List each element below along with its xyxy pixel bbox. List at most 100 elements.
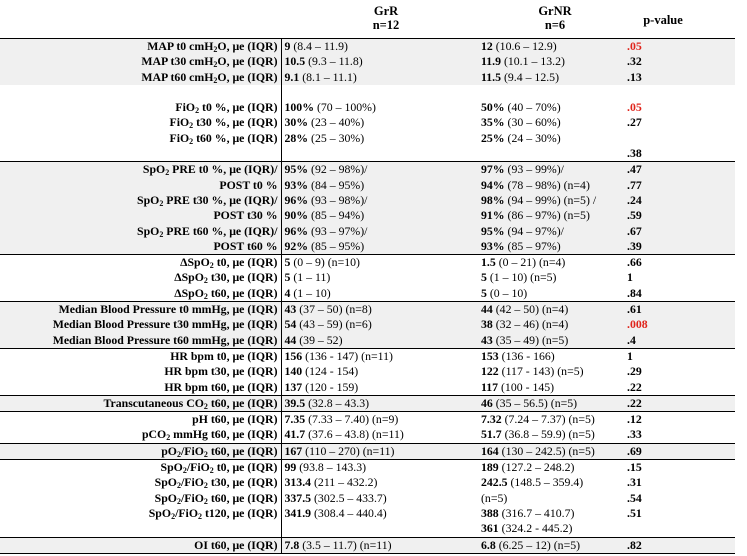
grnr-value-range: (100 - 145) — [498, 379, 555, 394]
grnr-value: 94% (78 – 98%) (n=4) — [478, 177, 621, 193]
p-value: .66 — [621, 254, 735, 271]
grnr-value: 25% (24 – 30%) — [478, 131, 621, 146]
grr-value: 90% (85 – 94%) — [281, 208, 478, 224]
grnr-value-median: 117 — [481, 379, 499, 394]
row-label: HR bpm t60, μe (IQR) — [0, 379, 282, 396]
grr-value-median: 7.35 — [284, 412, 306, 427]
grnr-value: 95% (94 – 97%)/ — [478, 223, 621, 239]
grnr-value-median: 11.5 — [481, 69, 501, 84]
grr-value-range: (84 – 95%) — [308, 177, 365, 192]
table-row: SpO2 PRE t60 %, μe (IQR)/96% (93 – 97%)/… — [0, 223, 735, 239]
grnr-value-median: 122 — [481, 364, 499, 379]
grr-value: 96% (93 – 97%)/ — [281, 223, 478, 239]
grr-value: 96% (93 – 98%)/ — [281, 192, 478, 209]
grr-value-median: 93% — [284, 177, 309, 192]
grnr-value-median: 164 — [481, 443, 499, 458]
grr-value-median: 9.1 — [284, 69, 300, 84]
grr-value: 100% (70 – 100%) — [281, 100, 478, 115]
table-row: SpO2/FiO2 t30, μe (IQR) 313.4 (211 – 432.… — [0, 475, 735, 491]
grr-value-range: (110 – 270) (n=11) — [302, 443, 395, 458]
table-row: FiO2 t0 %, μe (IQR) 100% (70 – 100%) 50% (… — [0, 100, 735, 116]
grnr-value-range: (40 – 70%) — [504, 100, 561, 115]
grnr-value-median: 153 — [481, 348, 499, 363]
table-row — [0, 84, 735, 101]
grr-value-range: (136 - 147) (n=11) — [302, 348, 393, 363]
row-label: FiO2 t0 %, μe (IQR) — [0, 100, 282, 116]
grnr-value-range: (9.4 – 12.5) — [501, 69, 559, 84]
grnr-value: 43 (35 – 49) (n=5) — [478, 332, 621, 349]
grr-value-median: 313.4 — [284, 475, 312, 490]
grnr-value-median: 5 — [481, 270, 487, 285]
table-row: FiO2 t30 %, μe (IQR) 30% (23 – 40%) 35% (3… — [0, 115, 735, 131]
grr-value-range: (7.33 – 7.40) (n=9) — [305, 412, 399, 427]
grr-value — [281, 85, 478, 100]
p-value: .39 — [621, 238, 735, 255]
p-value: .05 — [621, 38, 735, 55]
p-value: .29 — [627, 364, 642, 379]
grnr-value: 6.8 (6.25 – 12) (n=5) — [478, 536, 621, 554]
table-row: Median Blood Pressure t60 mmHg, μe (IQR)… — [0, 332, 735, 349]
grnr-value-median: 388 — [481, 505, 499, 520]
grnr-value: (n=5) — [478, 491, 621, 506]
grnr-value-range: (136 - 166) — [498, 348, 555, 363]
results-table: MAP t0 cmH2O, μe (IQR) 9 (8.4 – 11.9) 12 (… — [0, 38, 735, 554]
grnr-value-median: 242.5 — [481, 475, 508, 490]
p-value: .22 — [627, 379, 642, 394]
grr-value-range: (0 – 9) (n=10) — [290, 255, 360, 270]
grnr-value: 7.32 (7.24 – 7.37) (n=5) — [478, 411, 621, 428]
grr-value: 28% (25 – 30%) — [281, 131, 478, 146]
row-label: FiO2 t30 %, μe (IQR) — [0, 115, 282, 131]
grnr-value-median: 5 — [481, 285, 487, 300]
grr-value-range: (32.8 – 43.3) — [305, 395, 370, 410]
row-label: ΔSpO2 t60, μe (IQR) — [0, 285, 282, 302]
p-value: .69 — [621, 442, 735, 460]
grr-value-range: (93 – 98%)/ — [308, 192, 368, 207]
grr-value-median: 167 — [284, 443, 303, 458]
grr-value-range: (308.4 – 440.4) — [311, 505, 387, 520]
grnr-value-range: (324.2 - 445.2) — [498, 521, 573, 536]
grr-value-median: 92% — [284, 238, 309, 253]
row-label: OI t60, μe (IQR) — [0, 536, 282, 554]
table-row: POST t60 % 92% (85 – 95%) 93% (85 – 97%) .3… — [0, 238, 735, 255]
grnr-value-median: 93% — [481, 238, 505, 253]
grr-value-median: 137 — [284, 379, 303, 394]
p-value: .4 — [621, 332, 735, 349]
grr-value-range: (43 – 59) (n=6) — [296, 317, 372, 332]
grnr-value-median: 46 — [481, 395, 493, 410]
p-value: .84 — [627, 285, 642, 300]
row-label: POST t0 % — [0, 177, 282, 193]
grr-value-range: (3.5 – 11.7) (n=11) — [299, 537, 392, 552]
grr-value-median: 96% — [284, 223, 309, 238]
table-row: ΔSpO2 t30, μe (IQR) 5 (1 – 11) 5 (1 – 10) … — [0, 270, 735, 286]
pvalue-header: p-value — [643, 13, 683, 27]
grr-value: 9 (8.4 – 11.9) — [281, 38, 478, 55]
row-label: SpO2/FiO2 t30, μe (IQR) — [0, 475, 282, 491]
table-row: Transcutaneous CO2 t60, μe (IQR) 39.5 (32… — [0, 394, 735, 412]
grr-value: 167 (110 – 270) (n=11) — [281, 442, 478, 460]
grr-value: 156 (136 - 147) (n=11) — [281, 347, 478, 365]
table-row: HR bpm t0, μe (IQR) 156 (136 - 147) (n=11… — [0, 347, 735, 365]
grnr-value: 11.5 (9.4 – 12.5) — [478, 69, 621, 85]
grnr-value-range: (117 - 143) (n=5) — [498, 364, 584, 379]
grnr-label: GrNR — [538, 4, 572, 18]
row-label: MAP t30 cmH2O, μe (IQR) — [0, 54, 282, 70]
grnr-value-median: 361 — [481, 521, 499, 536]
grr-value-median: 9 — [284, 39, 291, 53]
p-value: .54 — [627, 490, 642, 505]
grr-value-range: (302.5 – 433.7) — [311, 490, 387, 505]
grr-value: 39.5 (32.8 – 43.3) — [281, 394, 478, 412]
table-row: SpO2/FiO2 t0, μe (IQR) 99 (93.8 – 143.3) 1… — [0, 459, 735, 476]
row-label: SpO2/FiO2 t0, μe (IQR) — [0, 459, 282, 476]
grnr-value: 5 (0 – 10) — [478, 286, 621, 302]
row-label: POST t30 % — [0, 208, 282, 224]
grnr-value: 91% (86 – 97%) (n=5) — [478, 208, 621, 224]
grr-value: 7.8 (3.5 – 11.7) (n=11) — [281, 536, 478, 554]
grnr-value-median: 97% — [481, 162, 505, 177]
p-value: .33 — [627, 427, 642, 442]
grr-value-range: (85 – 94%) — [308, 208, 365, 223]
row-label: Median Blood Pressure t60 mmHg, μe (IQR) — [0, 332, 282, 349]
grr-value-range: (8.1 – 11.1) — [299, 69, 357, 84]
grnr-value-range: (30 – 60%) — [504, 115, 561, 130]
grnr-value-median: 1.5 — [481, 255, 496, 270]
grr-value-median: 4 — [284, 285, 291, 300]
